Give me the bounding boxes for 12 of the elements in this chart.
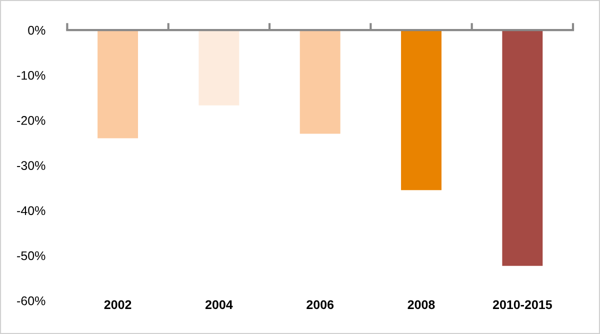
x-tick-label: 2006: [306, 300, 334, 310]
y-tick-label: -60%: [17, 296, 46, 306]
y-tick-label: -20%: [17, 116, 46, 125]
y-tick-label: -10%: [17, 70, 46, 80]
x-tick-label: 2004: [205, 300, 233, 310]
x-tick-label: 2010-2015: [492, 300, 552, 310]
y-tick-label: -40%: [17, 206, 46, 216]
y-tick-label: 0%: [28, 26, 46, 35]
y-tick-label: -30%: [17, 161, 46, 170]
x-tick-label: 2008: [408, 300, 435, 310]
y-tick-label: -50%: [17, 251, 46, 260]
x-tick-label: 2002: [104, 300, 132, 310]
